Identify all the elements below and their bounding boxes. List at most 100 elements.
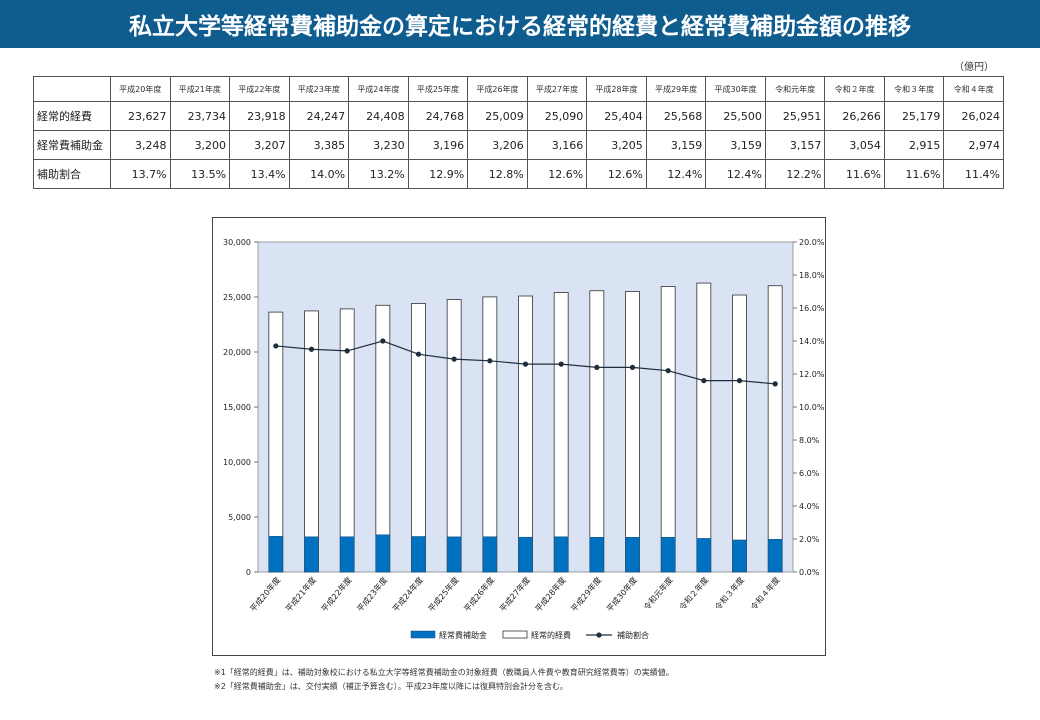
table-cell: 14.0% <box>288 159 350 189</box>
table-cell: 11.4% <box>943 159 1004 189</box>
table-cell: 25,500 <box>705 101 766 131</box>
line-point <box>772 381 778 387</box>
table-cell: 13.5% <box>169 159 231 189</box>
x-tick-label: 平成22年度 <box>319 575 354 614</box>
y-tick-label: 10,000 <box>223 458 251 467</box>
line-point <box>380 338 386 344</box>
line-point <box>701 378 707 384</box>
x-tick-label: 平成26年度 <box>462 575 497 614</box>
bar-keijoteki-keihi <box>660 286 676 573</box>
table-row: 経常費補助金 3,248 3,200 3,207 3,385 3,230 3,196 3,20… <box>33 130 1004 160</box>
table-header-cell: 平成30年度 <box>705 76 766 102</box>
y2-tick-label: 16.0% <box>799 304 825 313</box>
x-tick-label: 平成25年度 <box>426 575 461 614</box>
table-header-cell: 平成22年度 <box>229 76 290 102</box>
y2-tick-label: 0.0% <box>799 568 820 577</box>
footnote-2: ※2「経常費補助金」は、交付実績（補正予算含む）。平成23年度以降には復興特別会… <box>214 682 568 691</box>
table-cell: 24,768 <box>407 101 469 131</box>
table-cell: 3,385 <box>288 130 350 160</box>
bar-keijoteki-keihi <box>375 304 391 573</box>
bar-hojokin <box>411 536 426 573</box>
table-cell: 26,266 <box>824 101 885 131</box>
line-point <box>273 343 279 349</box>
bar-hojokin <box>375 534 391 573</box>
x-tick-label: 令和４年度 <box>748 575 781 612</box>
bar-keijoteki-keihi <box>767 285 783 573</box>
table-cell: 23,918 <box>229 101 290 131</box>
legend-swatch-keihi <box>502 630 528 639</box>
legend-swatch-hojokin <box>410 630 436 639</box>
bar-keijoteki-keihi <box>482 296 498 573</box>
table-row-label: 補助割合 <box>33 159 111 189</box>
footnotes: ※1「経常的経費」は、補助対象校における私立大学等経常費補助金の対象経費（教職員… <box>214 666 674 694</box>
table-cell: 23,627 <box>110 101 171 131</box>
table-header-row: 平成20年度 平成21年度 平成22年度 平成23年度 平成24年度 平成25年度 平成26… <box>33 76 1004 102</box>
table-cell: 13.2% <box>348 159 409 189</box>
bar-hojokin <box>446 536 462 573</box>
table-cell: 13.4% <box>229 159 290 189</box>
bar-hojokin <box>268 536 284 573</box>
y-tick-label: 20,000 <box>223 348 251 357</box>
bar-hojokin <box>732 539 747 573</box>
table-cell: 26,024 <box>943 101 1004 131</box>
table-cell: 3,159 <box>645 130 707 160</box>
table-cell: 13.7% <box>110 159 171 189</box>
y2-tick-label: 2.0% <box>799 535 820 544</box>
table-header-cell: 平成24年度 <box>348 76 409 102</box>
y2-tick-label: 14.0% <box>799 337 825 346</box>
table-cell: 3,157 <box>764 130 826 160</box>
unit-label: （億円） <box>954 62 994 73</box>
bar-keijoteki-keihi <box>411 303 426 573</box>
data-table: 平成20年度 平成21年度 平成22年度 平成23年度 平成24年度 平成25年度 平成26… <box>33 76 1004 189</box>
y2-tick-label: 8.0% <box>799 436 820 445</box>
legend-label-hojokin: 経常費補助金 <box>439 630 487 640</box>
table-cell: 25,009 <box>467 101 528 131</box>
table-cell: 12.6% <box>526 159 588 189</box>
table-cell: 12.9% <box>407 159 469 189</box>
bar-hojokin <box>339 536 355 573</box>
x-tick-label: 平成23年度 <box>355 575 390 614</box>
table-header-cell: 平成23年度 <box>288 76 350 102</box>
x-tick-label: 平成27年度 <box>497 575 532 614</box>
x-tick-label: 令和３年度 <box>713 575 746 612</box>
bar-hojokin <box>518 536 533 573</box>
table-header-cell: 平成26年度 <box>467 76 528 102</box>
y2-tick-label: 6.0% <box>799 469 820 478</box>
x-tick-label: 平成30年度 <box>604 575 639 614</box>
table-cell: 3,200 <box>169 130 231 160</box>
table-cell: 12.2% <box>764 159 826 189</box>
line-point <box>344 348 350 354</box>
y2-tick-label: 4.0% <box>799 502 820 511</box>
table-corner-cell <box>33 76 111 102</box>
table-cell: 12.8% <box>467 159 528 189</box>
chart-frame: 0 5,000 10,000 15,000 20,000 25,000 30,000 0.0%… <box>212 217 826 656</box>
table-cell: 11.6% <box>824 159 885 189</box>
bar-keijoteki-keihi <box>696 282 712 573</box>
table-cell: 23,734 <box>169 101 231 131</box>
table-header-cell: 令和３年度 <box>883 76 945 102</box>
line-point <box>487 358 493 364</box>
bar-keijoteki-keihi <box>589 290 605 573</box>
table-header-cell: 平成29年度 <box>645 76 707 102</box>
table-cell: 3,206 <box>467 130 528 160</box>
line-point <box>558 361 564 367</box>
bar-keijoteki-keihi <box>625 291 640 573</box>
line-point <box>629 364 636 370</box>
table-cell: 3,205 <box>586 130 647 160</box>
x-tick-label: 令和２年度 <box>677 575 710 612</box>
table-header-cell: 令和２年度 <box>824 76 885 102</box>
bar-keijoteki-keihi <box>732 294 747 573</box>
table-row-label: 経常的経費 <box>33 101 111 131</box>
table-cell: 25,179 <box>883 101 945 131</box>
y-tick-label: 15,000 <box>223 403 251 412</box>
x-tick-label: 平成29年度 <box>569 575 604 614</box>
table-row: 補助割合 13.7% 13.5% 13.4% 14.0% 13.2% 12.9% 12.8% 1… <box>33 159 1004 189</box>
table-cell: 3,159 <box>705 130 766 160</box>
page-title-bar: 私立大学等経常費補助金の算定における経常的経費と経常費補助金額の推移 <box>0 0 1040 48</box>
table-cell: 3,166 <box>526 130 588 160</box>
table-cell: 12.4% <box>645 159 707 189</box>
y2-tick-label: 20.0% <box>799 238 825 247</box>
line-point <box>736 378 743 384</box>
table-cell: 3,230 <box>348 130 409 160</box>
table-header-cell: 平成27年度 <box>526 76 588 102</box>
